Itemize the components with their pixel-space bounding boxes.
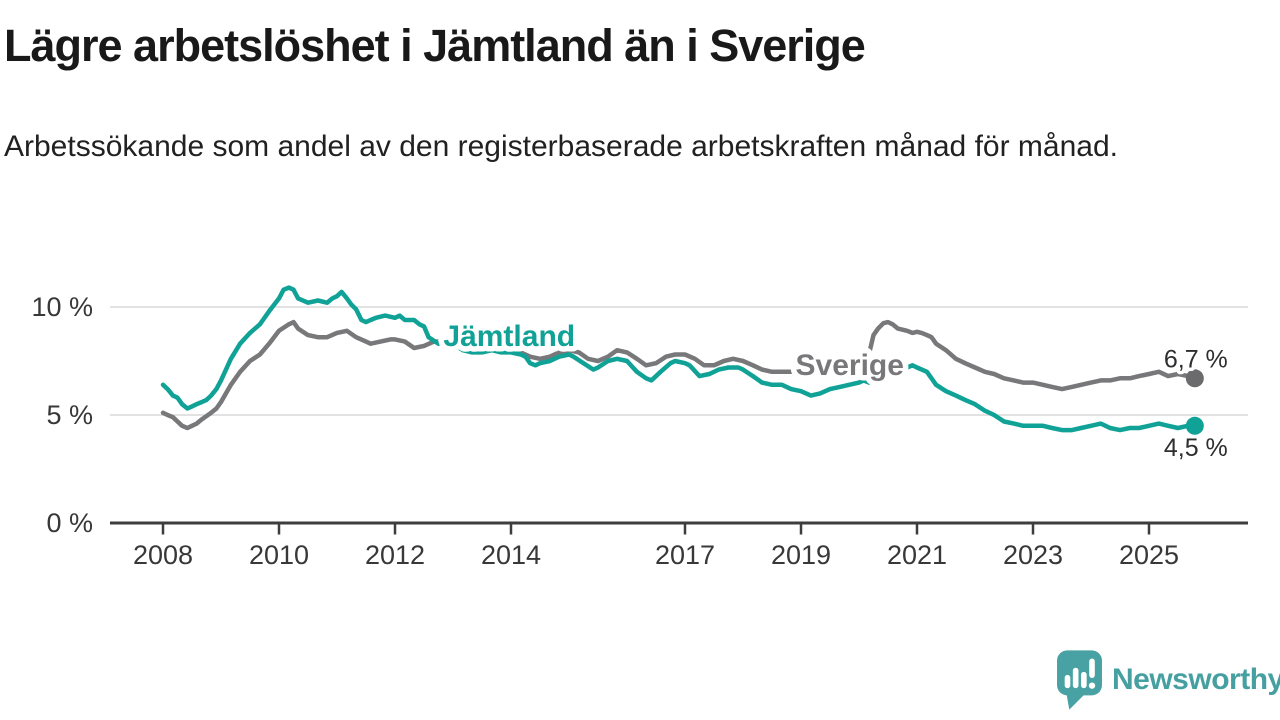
chart-title: Lägre arbetslöshet i Jämtland än i Sveri… xyxy=(4,20,866,71)
newsworthy-logo-icon xyxy=(1057,650,1102,710)
x-tick-label: 2012 xyxy=(365,540,425,570)
x-tick-label: 2023 xyxy=(1003,540,1063,570)
x-axis xyxy=(110,521,1248,535)
series-label-sverige: Sverige xyxy=(796,349,904,382)
end-value-label-jmtland: 4,5 % xyxy=(1164,434,1228,462)
gridlines xyxy=(110,306,1248,416)
y-tick-label: 5 % xyxy=(46,400,93,430)
series-label-jmtland: Jämtland xyxy=(443,320,575,353)
series-end-dot-jmtland xyxy=(1185,416,1204,435)
x-tick-label: 2017 xyxy=(655,540,715,570)
series-lines xyxy=(160,285,1204,435)
newsworthy-wordmark: Newsworthy xyxy=(1112,663,1280,696)
end-value-label-sverige: 6,7 % xyxy=(1164,345,1228,373)
y-tick-label: 10 % xyxy=(31,292,93,322)
x-tick-label: 2010 xyxy=(249,540,309,570)
x-tick-label: 2008 xyxy=(133,540,193,570)
series-line-jmtland xyxy=(160,285,1198,433)
y-tick-label: 0 % xyxy=(46,508,93,538)
x-tick-label: 2025 xyxy=(1119,540,1179,570)
series-line-sverige xyxy=(160,319,1198,431)
newsworthy-logo: Newsworthy xyxy=(1056,648,1280,712)
x-tick-label: 2014 xyxy=(481,540,541,570)
chart-subtitle: Arbetssökande som andel av den registerb… xyxy=(4,130,1118,163)
x-tick-label: 2019 xyxy=(771,540,831,570)
chart-labels: 0 % 5 % 10 % 2008 2010 2012 2014 2017 2019 2021 20… xyxy=(31,292,1231,570)
series-end-dot-sverige xyxy=(1185,369,1204,388)
x-tick-label: 2021 xyxy=(887,540,947,570)
